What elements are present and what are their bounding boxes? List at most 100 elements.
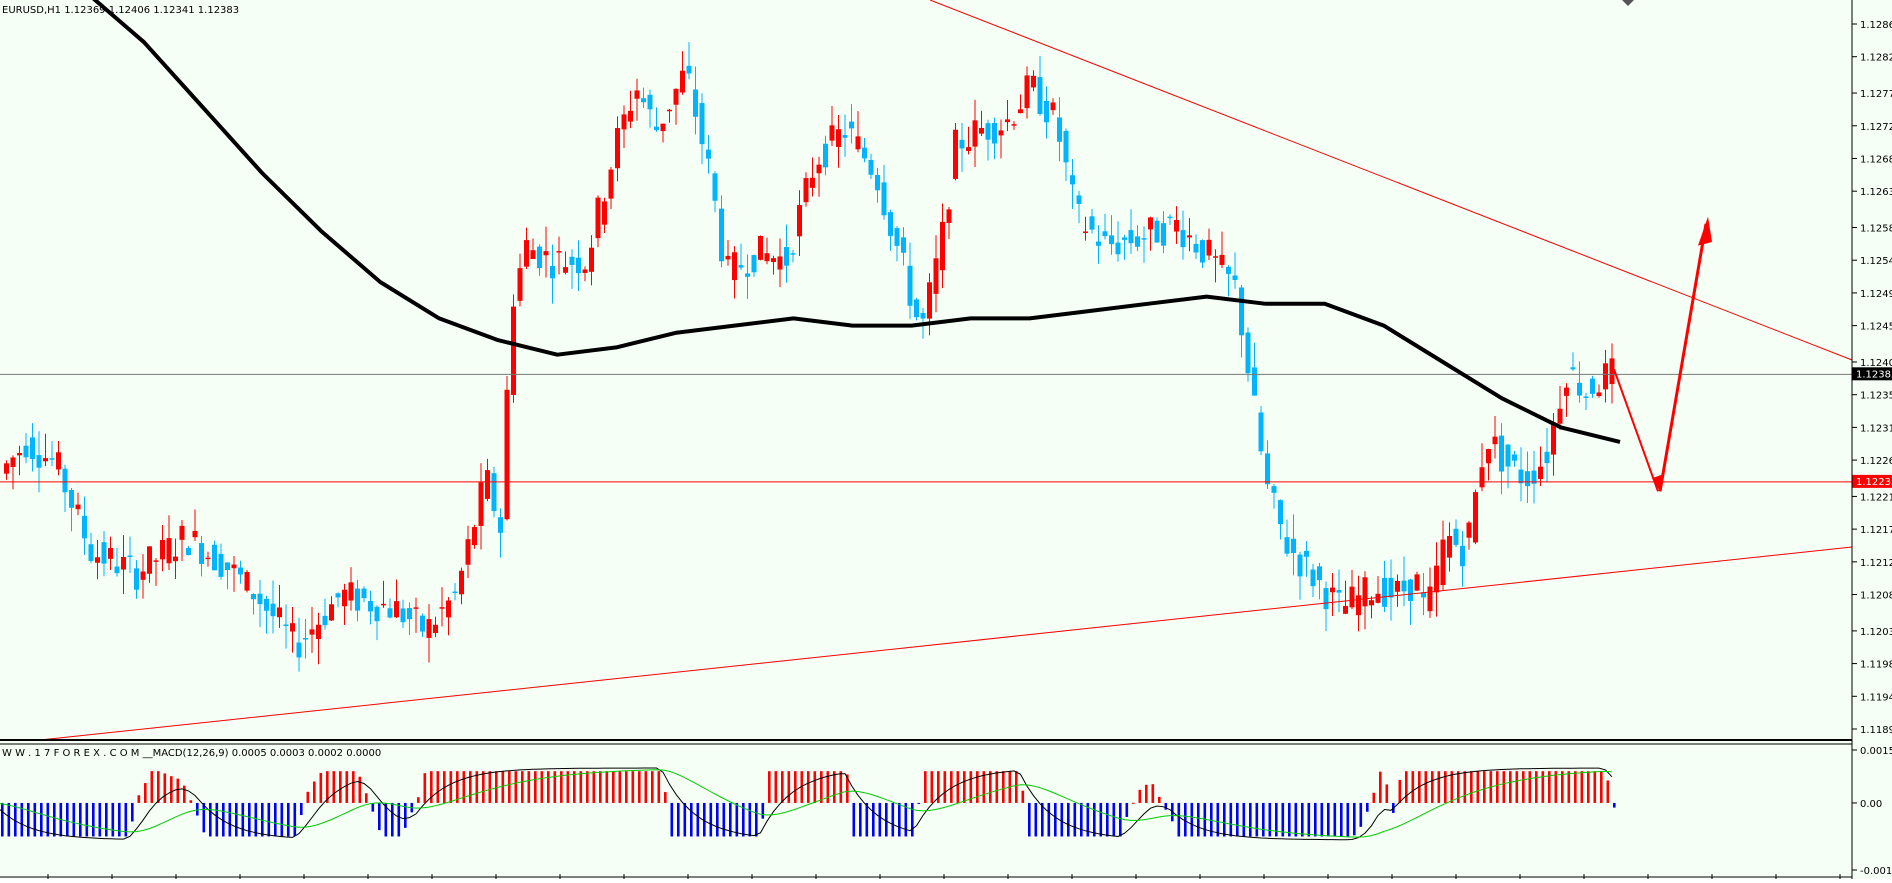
macd-histogram-bar: [839, 771, 843, 803]
bull-candle: [192, 530, 198, 538]
macd-histogram-bar: [761, 802, 765, 819]
bull-candle: [1486, 448, 1491, 464]
macd-histogram-bar: [1268, 802, 1272, 837]
bear-candle: [1076, 195, 1082, 204]
bear-candle: [30, 437, 35, 460]
support-trendline: [39, 546, 1853, 741]
macd-histogram-bar: [969, 771, 973, 803]
bear-candle: [114, 566, 120, 574]
bull-candle: [621, 114, 627, 130]
macd-histogram-bar: [300, 802, 303, 816]
bear-candle: [1291, 538, 1296, 554]
macd-histogram-bar: [1301, 802, 1304, 837]
bear-candle: [82, 515, 87, 539]
macd-histogram-bar: [664, 792, 667, 803]
macd-histogram-bar: [722, 802, 726, 837]
bull-candle: [1564, 387, 1569, 396]
bull-candle: [329, 604, 334, 621]
bear-candle: [1141, 238, 1147, 240]
bear-candle: [1245, 332, 1251, 374]
bear-candle: [576, 257, 581, 274]
macd-histogram-bar: [1028, 802, 1031, 837]
forecast-down-arrow: [1613, 368, 1659, 492]
macd-histogram-bar: [820, 771, 823, 803]
bear-candle: [23, 445, 29, 458]
bull-candle: [771, 258, 776, 263]
bull-candle: [953, 129, 958, 179]
macd-histogram-bar: [1138, 789, 1142, 803]
bull-candle: [173, 556, 178, 562]
macd-histogram-bar: [742, 802, 745, 837]
macd-histogram-bar: [677, 802, 680, 837]
bull-candle: [1362, 577, 1368, 607]
bull-candle: [1596, 392, 1602, 397]
bull-candle: [1330, 587, 1335, 593]
macd-group: [0, 767, 1616, 841]
time-axis-ticks: [47, 874, 1841, 879]
bull-candle: [478, 482, 484, 527]
macd-histogram-bar: [254, 802, 258, 837]
macd-histogram-bar: [1093, 802, 1096, 837]
macd-histogram-bar: [573, 771, 576, 803]
bear-candle: [712, 173, 718, 201]
macd-histogram-bar: [241, 802, 245, 837]
macd-histogram-bar: [579, 771, 583, 803]
signal-line: [0, 769, 1613, 838]
bull-candle: [797, 205, 802, 237]
macd-histogram-bar: [514, 771, 518, 803]
bear-candle: [992, 122, 997, 144]
price-axis: 1.12865 1.12820 1.12770 1.12725 1.12680 1.126…: [1852, 20, 1892, 736]
bull-candle: [166, 538, 172, 564]
bear-candle: [1518, 469, 1524, 484]
macd-histogram-bar: [1249, 802, 1252, 837]
bear-candle: [1109, 235, 1114, 245]
macd-line: [0, 767, 1613, 841]
macd-histogram-bar: [1151, 784, 1155, 803]
macd-histogram-bar: [111, 802, 115, 837]
bear-candle: [251, 594, 256, 600]
macd-histogram-bar: [612, 771, 615, 803]
bear-candle: [1096, 241, 1101, 246]
macd-histogram-bar: [319, 772, 323, 803]
bear-candle: [1180, 230, 1186, 248]
macd-histogram-bar: [1158, 796, 1161, 803]
macd-histogram-bar: [287, 802, 290, 837]
macd-histogram-bar: [638, 771, 641, 803]
price-tick-label: 1.12495: [1860, 289, 1892, 300]
macd-histogram-bar: [1379, 771, 1382, 803]
bull-candle: [680, 70, 685, 93]
bull-candle: [465, 539, 471, 565]
macd-histogram-bar: [781, 771, 784, 803]
bull-candle: [10, 457, 16, 468]
bear-candle: [901, 237, 906, 253]
bear-candle: [706, 149, 711, 159]
bull-candle: [1050, 102, 1056, 111]
macd-histogram-bar: [943, 771, 947, 803]
bear-candle: [1388, 577, 1394, 598]
bear-candle: [823, 143, 828, 168]
macd-histogram-bar: [189, 800, 193, 803]
bull-candle: [634, 90, 640, 99]
macd-histogram-bar: [66, 802, 69, 837]
bear-candle: [218, 553, 224, 577]
bear-candle: [1128, 230, 1134, 244]
arrow-head-icon: [1698, 216, 1712, 246]
macd-histogram-bar: [657, 771, 661, 803]
resistance-trendline: [929, 0, 1853, 361]
macd-histogram-bar: [1210, 802, 1213, 837]
macd-histogram-bar: [150, 771, 154, 803]
bear-candle: [1258, 412, 1264, 452]
bear-candle: [699, 103, 705, 145]
bull-candle: [589, 247, 594, 272]
macd-histogram-bar: [215, 802, 219, 837]
bear-candle: [400, 608, 406, 623]
macd-histogram-bar: [449, 771, 453, 803]
bear-candle: [212, 544, 217, 571]
macd-histogram-bar: [878, 802, 882, 837]
bear-candle: [127, 555, 133, 558]
bull-candle: [485, 470, 490, 499]
bull-candle: [543, 251, 549, 256]
bear-candle: [1453, 528, 1459, 545]
macd-histogram-bar: [1548, 771, 1551, 803]
